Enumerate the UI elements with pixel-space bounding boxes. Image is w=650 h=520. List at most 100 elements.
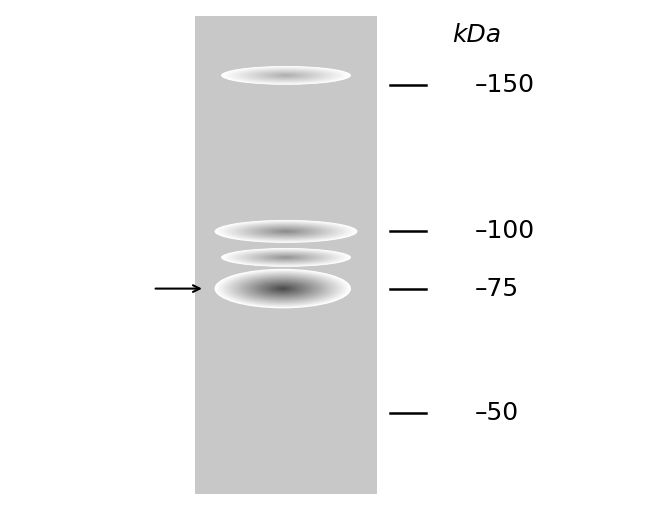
Ellipse shape [219,270,346,307]
Ellipse shape [284,75,288,76]
Ellipse shape [273,73,299,77]
Ellipse shape [245,70,327,81]
Ellipse shape [234,250,338,265]
Ellipse shape [248,279,317,298]
Text: –100: –100 [474,219,534,243]
Ellipse shape [221,248,351,267]
Ellipse shape [284,257,288,258]
Ellipse shape [226,272,339,305]
Ellipse shape [254,253,318,262]
Ellipse shape [268,255,304,260]
Ellipse shape [219,220,353,242]
Ellipse shape [260,227,312,236]
Ellipse shape [280,256,292,258]
Ellipse shape [222,221,350,242]
Ellipse shape [275,256,297,259]
Ellipse shape [265,72,307,79]
Ellipse shape [223,67,349,84]
Ellipse shape [271,73,301,77]
Ellipse shape [254,71,318,80]
Ellipse shape [281,231,291,232]
Ellipse shape [229,222,343,241]
Ellipse shape [258,71,314,80]
Ellipse shape [274,286,292,291]
Ellipse shape [217,269,349,308]
Ellipse shape [262,283,303,294]
Ellipse shape [242,69,330,82]
Ellipse shape [255,281,310,296]
FancyBboxPatch shape [195,16,377,494]
Ellipse shape [226,249,346,266]
Ellipse shape [253,226,319,237]
Ellipse shape [266,73,306,78]
Ellipse shape [266,255,306,260]
Ellipse shape [275,74,297,77]
Ellipse shape [281,257,291,258]
Ellipse shape [221,271,344,306]
Ellipse shape [233,274,333,303]
Ellipse shape [273,255,299,259]
Ellipse shape [276,287,290,291]
Ellipse shape [240,251,332,264]
Ellipse shape [242,251,330,264]
Ellipse shape [278,74,294,76]
Ellipse shape [224,271,342,306]
Ellipse shape [260,254,312,261]
Ellipse shape [214,220,358,243]
Ellipse shape [233,223,339,240]
Ellipse shape [237,276,328,302]
Ellipse shape [240,69,332,82]
Ellipse shape [267,228,305,235]
Ellipse shape [272,285,294,292]
Ellipse shape [274,229,298,233]
Ellipse shape [247,252,325,263]
Ellipse shape [235,275,330,303]
Ellipse shape [234,68,338,83]
Ellipse shape [257,227,315,236]
Ellipse shape [262,72,310,79]
Ellipse shape [255,226,317,237]
Ellipse shape [271,255,301,259]
Ellipse shape [280,74,292,76]
Ellipse shape [227,67,344,84]
Ellipse shape [249,70,323,81]
Ellipse shape [221,66,351,85]
Ellipse shape [223,249,349,266]
Text: kDa: kDa [452,23,501,47]
Ellipse shape [231,274,335,304]
Ellipse shape [250,226,322,237]
Text: –75: –75 [474,277,519,301]
Ellipse shape [248,225,324,238]
Ellipse shape [251,279,315,298]
Ellipse shape [265,254,307,261]
Ellipse shape [252,252,320,263]
Ellipse shape [262,254,310,261]
Ellipse shape [227,249,344,266]
Ellipse shape [214,269,351,308]
Ellipse shape [255,71,317,80]
Ellipse shape [254,280,313,297]
Ellipse shape [229,249,343,266]
Ellipse shape [276,230,296,233]
Ellipse shape [257,281,308,296]
Ellipse shape [278,256,294,258]
Ellipse shape [236,68,336,83]
Ellipse shape [266,284,299,293]
Ellipse shape [239,276,326,301]
Ellipse shape [239,251,333,264]
Ellipse shape [226,67,346,84]
Ellipse shape [224,222,348,241]
Ellipse shape [226,222,346,241]
Ellipse shape [229,67,343,84]
Ellipse shape [258,253,314,262]
Ellipse shape [265,228,307,235]
Ellipse shape [244,277,321,300]
Ellipse shape [228,273,337,304]
Ellipse shape [243,225,329,238]
Ellipse shape [236,250,336,265]
Ellipse shape [281,288,285,289]
Ellipse shape [260,282,306,295]
Ellipse shape [265,283,301,294]
Ellipse shape [269,229,303,234]
Ellipse shape [232,68,340,83]
